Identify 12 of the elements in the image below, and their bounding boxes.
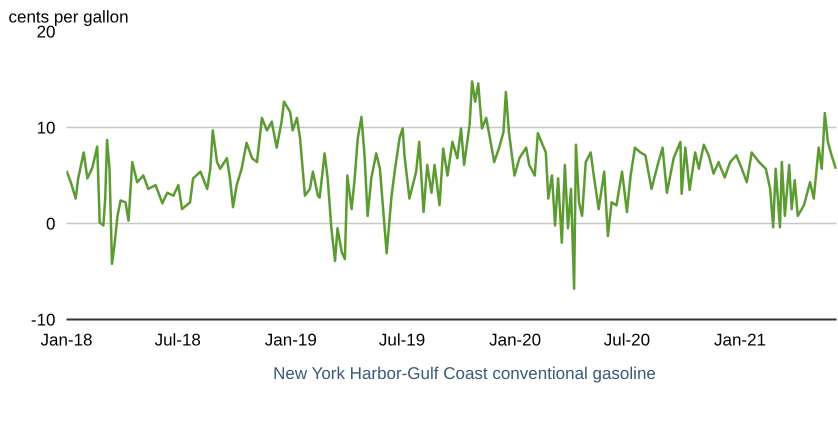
x-tick-label: Jul-19 xyxy=(378,330,426,350)
x-tick-label: Jul-20 xyxy=(604,330,650,350)
x-tick-label: Jan-21 xyxy=(714,330,766,350)
x-tick-label: Jul-18 xyxy=(154,330,201,350)
text: New York Harbor-Gulf Coast conventional gasoline xyxy=(273,364,656,384)
y-tick-label: 10 xyxy=(36,118,56,138)
x-tick-label: Jan-19 xyxy=(264,330,317,350)
line-series xyxy=(66,80,836,290)
x-tick-label: Jan-18 xyxy=(40,330,92,350)
y-tick-label: -10 xyxy=(30,310,56,330)
y-tick-label: 0 xyxy=(46,214,56,234)
x-tick-label: Jan-20 xyxy=(489,330,542,350)
